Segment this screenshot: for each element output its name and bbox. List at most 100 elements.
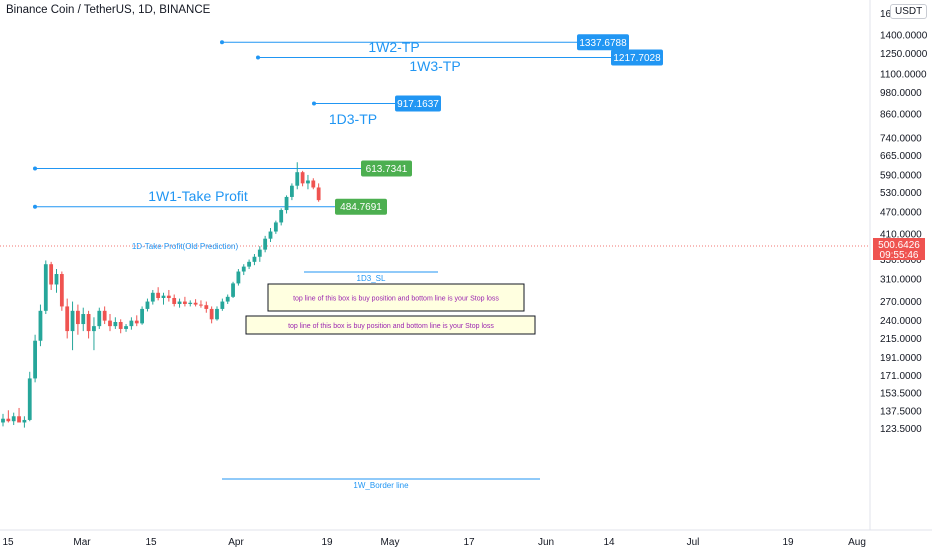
candle-body <box>11 416 16 422</box>
bar-countdown: 09:55:46 <box>880 250 919 261</box>
level-line-handle[interactable] <box>256 55 260 60</box>
price-tick-label: 215.0000 <box>880 334 922 345</box>
time-tick-label: May <box>381 537 400 548</box>
note-box-text: top line of this box is buy position and… <box>288 323 494 330</box>
candle-body <box>193 302 198 305</box>
candle-body <box>76 310 80 325</box>
candle-body <box>17 416 21 423</box>
level-line-handle[interactable] <box>33 166 37 171</box>
note-box[interactable] <box>245 315 536 335</box>
note-box[interactable] <box>267 283 525 312</box>
candle-body <box>177 301 182 304</box>
level-label: 1D-Take Profit(Old Prediction) <box>132 242 239 251</box>
candle-body <box>65 306 70 332</box>
candle-body <box>172 297 177 304</box>
level-line-handle[interactable] <box>33 204 37 209</box>
price-tick-label: 240.0000 <box>880 316 922 327</box>
time-tick-label: 17 <box>463 537 475 548</box>
level-line-handle[interactable] <box>220 40 224 45</box>
time-tick-label: Mar <box>73 537 91 548</box>
candle-body <box>300 172 305 184</box>
time-tick-label: 15 <box>145 537 157 548</box>
time-tick-label: 14 <box>603 537 615 548</box>
time-tick-label: Jun <box>538 537 554 548</box>
price-tick-label: 1250.0000 <box>880 49 928 60</box>
time-tick-label: 15 <box>2 537 14 548</box>
candle-body <box>124 326 128 329</box>
candle-body <box>49 264 54 285</box>
price-badge-label: 484.7691 <box>340 202 382 213</box>
note-box-text: top line of this box is buy position and… <box>293 296 499 303</box>
candle-body <box>220 301 225 309</box>
candle-body <box>81 314 86 325</box>
price-badge-label: 613.7341 <box>366 164 408 175</box>
candle-body <box>86 314 91 332</box>
candle-body <box>204 305 209 309</box>
price-badge <box>361 160 412 177</box>
price-tick-label: 153.5000 <box>880 389 922 400</box>
candle-body <box>225 296 230 302</box>
candle-body <box>129 320 134 327</box>
symbol-title: Binance Coin / TetherUS, 1D, BINANCE <box>6 4 211 16</box>
currency-selector[interactable]: USDT <box>890 4 928 19</box>
candle-body <box>215 308 219 320</box>
candle-body <box>38 310 43 341</box>
price-tick-label: 310.0000 <box>880 275 922 286</box>
candle-body <box>231 283 235 297</box>
candle-body <box>150 292 155 302</box>
price-badge-label: 917.1637 <box>397 99 439 110</box>
candle-body <box>257 249 262 257</box>
price-badge <box>577 34 629 51</box>
price-tick-label: 980.0000 <box>880 88 922 99</box>
candle-body <box>236 271 241 284</box>
candle-body <box>306 180 310 184</box>
last-price-tag <box>873 238 925 260</box>
candle-body <box>209 308 214 320</box>
price-tick-label: 860.0000 <box>880 109 922 120</box>
candle-body <box>161 295 166 298</box>
candle-body <box>252 256 257 262</box>
level-label: 1W1-Take Profit <box>148 188 248 204</box>
price-badge <box>395 95 441 112</box>
candle-body <box>22 419 27 423</box>
candle-body <box>140 308 144 324</box>
level-label: 1W2-TP <box>368 39 419 55</box>
level-line-handle[interactable] <box>312 101 316 106</box>
candle-body <box>241 266 246 272</box>
candle-body <box>43 264 48 311</box>
candle-body <box>27 378 32 420</box>
time-tick-label: Aug <box>848 537 866 548</box>
candle-body <box>273 222 278 232</box>
candle-body <box>97 310 102 327</box>
price-tick-label: 137.5000 <box>880 406 922 417</box>
candle-body <box>59 274 64 307</box>
price-badge-label: 1217.7028 <box>613 53 661 64</box>
candle-body <box>183 301 187 304</box>
candle-body <box>284 196 289 211</box>
price-badge-label: 1337.6788 <box>579 38 627 49</box>
candle-body <box>311 180 316 188</box>
candle-body <box>295 172 300 186</box>
price-tick-label: 470.0000 <box>880 207 922 218</box>
price-badge <box>611 49 663 66</box>
candle-body <box>102 310 107 321</box>
candle-body <box>247 261 251 267</box>
candle-body <box>156 292 161 298</box>
level-label: 1D3-TP <box>329 111 377 127</box>
candle-body <box>188 302 193 304</box>
price-badge <box>335 198 387 215</box>
last-price-value: 500.6426 <box>878 240 920 251</box>
candle-body <box>268 231 273 239</box>
candle-body <box>145 301 150 309</box>
candle-body <box>33 340 37 379</box>
time-tick-label: Apr <box>228 537 244 548</box>
candle-body <box>279 210 284 223</box>
level-label: 1W3-TP <box>409 58 460 74</box>
candle-body <box>199 304 203 306</box>
price-tick-label: 123.5000 <box>880 424 922 435</box>
price-tick-label: 740.0000 <box>880 134 922 145</box>
candle-body <box>70 310 75 332</box>
candle-body <box>108 320 112 327</box>
